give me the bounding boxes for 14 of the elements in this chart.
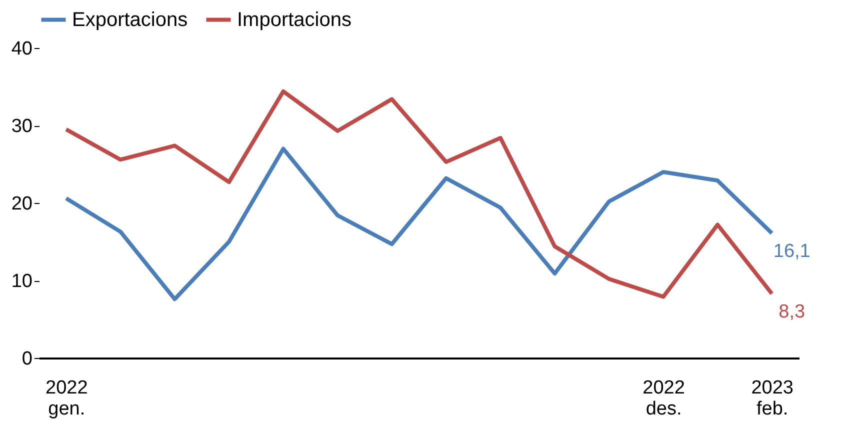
x-tick-label: 2022 gen. — [46, 378, 88, 420]
y-tick-label: 30 — [11, 116, 32, 137]
data-label: 8,3 — [778, 302, 806, 323]
x-tick-label: 2022 des. — [642, 378, 685, 420]
x-tick-label: 2023 feb. — [751, 378, 794, 420]
legend-label: Importacions — [237, 8, 352, 31]
data-label: 16,1 — [773, 241, 810, 262]
y-tick-label: 0 — [22, 348, 32, 370]
y-tick-label: 10 — [11, 271, 32, 292]
line-series — [64, 146, 774, 302]
line-series — [64, 89, 774, 299]
legend-label: Exportacions — [72, 8, 188, 31]
y-tick-label: 20 — [11, 194, 32, 214]
y-tick-label: 40 — [11, 38, 32, 60]
